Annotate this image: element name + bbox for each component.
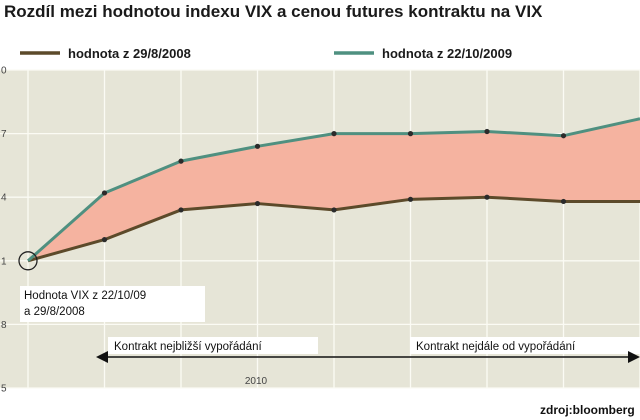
y-axis-ticks: 0 7 4 1 8 5: [1, 66, 7, 395]
data-point-series-1: [560, 198, 567, 205]
data-point-series-2: [178, 158, 184, 164]
y-tick-label: 0: [1, 66, 7, 77]
x-tick-label-2010: 2010: [245, 376, 268, 387]
data-point-series-2: [331, 131, 337, 137]
settlement-arrow-right-head: [628, 351, 640, 363]
legend-label-series-2: hodnota z 22/10/2009: [382, 46, 512, 61]
data-point-series-2: [101, 190, 108, 196]
data-point-series-2: [484, 128, 490, 135]
y-tick-label: 5: [1, 384, 7, 395]
start-note: Hodnota VIX z 22/10/09 a 29/8/2008: [20, 286, 205, 322]
legend-label-series-1: hodnota z 29/8/2008: [68, 46, 191, 61]
start-note-line-2: a 29/8/2008: [24, 306, 85, 318]
data-point-series-2: [254, 143, 261, 149]
series-points: [101, 128, 567, 243]
source-box: [535, 400, 640, 418]
nearest-settlement-label: Kontrakt nejbližší vypořádání: [114, 341, 262, 353]
farthest-settlement-label: Kontrakt nejdále od vypořádání: [416, 341, 576, 353]
nearest-label-box: [108, 337, 318, 354]
data-point-series-1: [254, 200, 261, 207]
spread-area: [28, 118, 640, 261]
y-tick-label: 4: [1, 193, 7, 204]
start-note-box: [20, 286, 205, 322]
y-tick-label: 1: [1, 256, 7, 267]
source-label: zdroj:bloomberg: [540, 403, 635, 417]
data-point-series-1: [101, 237, 108, 243]
data-point-series-1: [407, 196, 414, 202]
legend: hodnota z 29/8/2008 hodnota z 22/10/2009: [20, 46, 512, 61]
y-tick-label: 8: [1, 320, 7, 331]
start-marker: [18, 251, 38, 271]
farthest-label-box: [410, 337, 640, 354]
data-point-series-1: [331, 207, 337, 213]
data-point-series-2: [407, 131, 414, 137]
data-point-series-1: [178, 207, 184, 213]
start-note-line-1: Hodnota VIX z 22/10/09: [24, 290, 146, 302]
settlement-arrow-left-head: [96, 351, 108, 363]
chart-title: Rozdíl mezi hodnotou indexu VIX a cenou …: [4, 2, 543, 21]
y-tick-label: 7: [1, 129, 7, 140]
data-point-series-2: [560, 133, 567, 139]
data-point-series-1: [484, 194, 490, 200]
settlement-arrow: Kontrakt nejbližší vypořádání Kontrakt n…: [96, 337, 640, 363]
